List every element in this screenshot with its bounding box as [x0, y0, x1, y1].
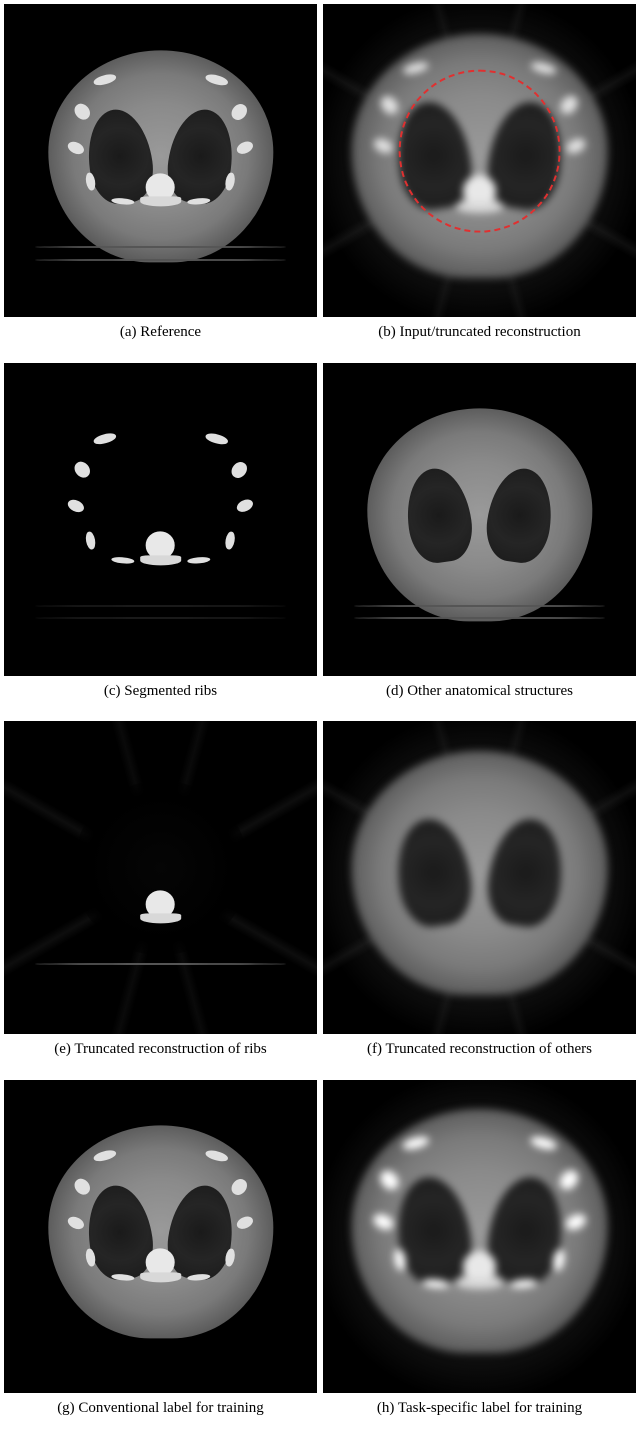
- rib: [187, 198, 210, 206]
- rib: [187, 1273, 210, 1281]
- body-outline: [48, 408, 273, 621]
- rib: [377, 92, 401, 117]
- rib: [92, 1148, 116, 1162]
- panel-e: (e) Truncated reconstruction of ribs: [4, 721, 317, 1072]
- rib: [402, 1135, 429, 1151]
- caption-f: (f) Truncated reconstruction of others: [367, 1040, 592, 1060]
- panel-c: (c) Segmented ribs: [4, 363, 317, 714]
- lung-right: [483, 1173, 569, 1289]
- body-outline: [48, 50, 273, 263]
- rib: [66, 139, 86, 156]
- lung-left: [401, 464, 477, 566]
- rib: [66, 1215, 86, 1232]
- caption-e: (e) Truncated reconstruction of ribs: [54, 1040, 266, 1060]
- spine: [463, 1251, 496, 1283]
- rib: [377, 1167, 401, 1192]
- rib: [92, 431, 116, 445]
- lung-right: [482, 464, 558, 566]
- spine: [146, 1249, 175, 1277]
- scanner-table: [354, 605, 604, 607]
- rib: [564, 1211, 587, 1231]
- rib: [71, 101, 92, 123]
- rib: [66, 498, 86, 515]
- rib: [372, 136, 395, 156]
- spine: [146, 890, 175, 918]
- rib: [557, 92, 581, 117]
- spine: [146, 173, 175, 201]
- rib: [187, 556, 210, 564]
- lung-right: [163, 105, 239, 207]
- rib: [564, 136, 587, 156]
- rib: [530, 60, 557, 76]
- rib: [229, 1176, 250, 1198]
- rib: [402, 60, 429, 76]
- rib: [225, 531, 236, 550]
- caption-d: (d) Other anatomical structures: [386, 682, 573, 702]
- body-outline: [48, 767, 273, 980]
- rib: [225, 172, 236, 191]
- ct-image-truncated-others: [323, 721, 636, 1034]
- figure-grid: (a) Reference (b) Input/truncated recons…: [0, 0, 640, 1434]
- lung-right: [483, 814, 569, 930]
- rib: [71, 459, 92, 481]
- caption-c: (c) Segmented ribs: [104, 682, 217, 702]
- caption-g: (g) Conventional label for training: [57, 1399, 264, 1419]
- ct-image-truncated-ribs: [4, 721, 317, 1034]
- scanner-table: [35, 617, 285, 619]
- rib: [557, 1167, 581, 1192]
- scanner-table: [35, 605, 285, 607]
- body-outline: [351, 1109, 608, 1353]
- rib: [530, 1135, 557, 1151]
- rib: [372, 1211, 395, 1231]
- rib: [229, 101, 250, 123]
- scanner-table: [354, 617, 604, 619]
- ct-image-reference: [4, 4, 317, 317]
- panel-a: (a) Reference: [4, 4, 317, 355]
- body-outline: [351, 751, 608, 995]
- rib: [92, 73, 116, 87]
- panel-h: (h) Task-specific label for training: [323, 1080, 636, 1431]
- spine: [146, 532, 175, 560]
- rib: [111, 198, 134, 206]
- body-outline: [367, 408, 592, 621]
- rib: [85, 531, 96, 550]
- rib: [71, 1176, 92, 1198]
- panel-f: (f) Truncated reconstruction of others: [323, 721, 636, 1072]
- scanner-table: [35, 259, 285, 261]
- ct-image-conventional-label: [4, 1080, 317, 1393]
- rib: [205, 73, 229, 87]
- rib: [205, 431, 229, 445]
- ct-image-segmented-ribs: [4, 363, 317, 676]
- panel-d: (d) Other anatomical structures: [323, 363, 636, 714]
- rib: [111, 556, 134, 564]
- caption-h: (h) Task-specific label for training: [377, 1399, 582, 1419]
- rib: [205, 1148, 229, 1162]
- caption-a: (a) Reference: [120, 323, 201, 343]
- rib: [229, 459, 250, 481]
- ct-image-other-structures: [323, 363, 636, 676]
- caption-b: (b) Input/truncated reconstruction: [378, 323, 580, 343]
- scanner-table: [35, 246, 285, 248]
- ct-image-truncated-input: [323, 4, 636, 317]
- rib: [111, 1273, 134, 1281]
- rib: [235, 498, 255, 515]
- rib: [235, 139, 255, 156]
- fov-circle-annotation: [398, 70, 561, 233]
- rib: [235, 1215, 255, 1232]
- lung-left: [390, 814, 476, 930]
- lung-right: [163, 1181, 239, 1283]
- panel-b: (b) Input/truncated reconstruction: [323, 4, 636, 355]
- body-outline: [48, 1125, 273, 1338]
- panel-g: (g) Conventional label for training: [4, 1080, 317, 1431]
- ct-image-task-specific-label: [323, 1080, 636, 1393]
